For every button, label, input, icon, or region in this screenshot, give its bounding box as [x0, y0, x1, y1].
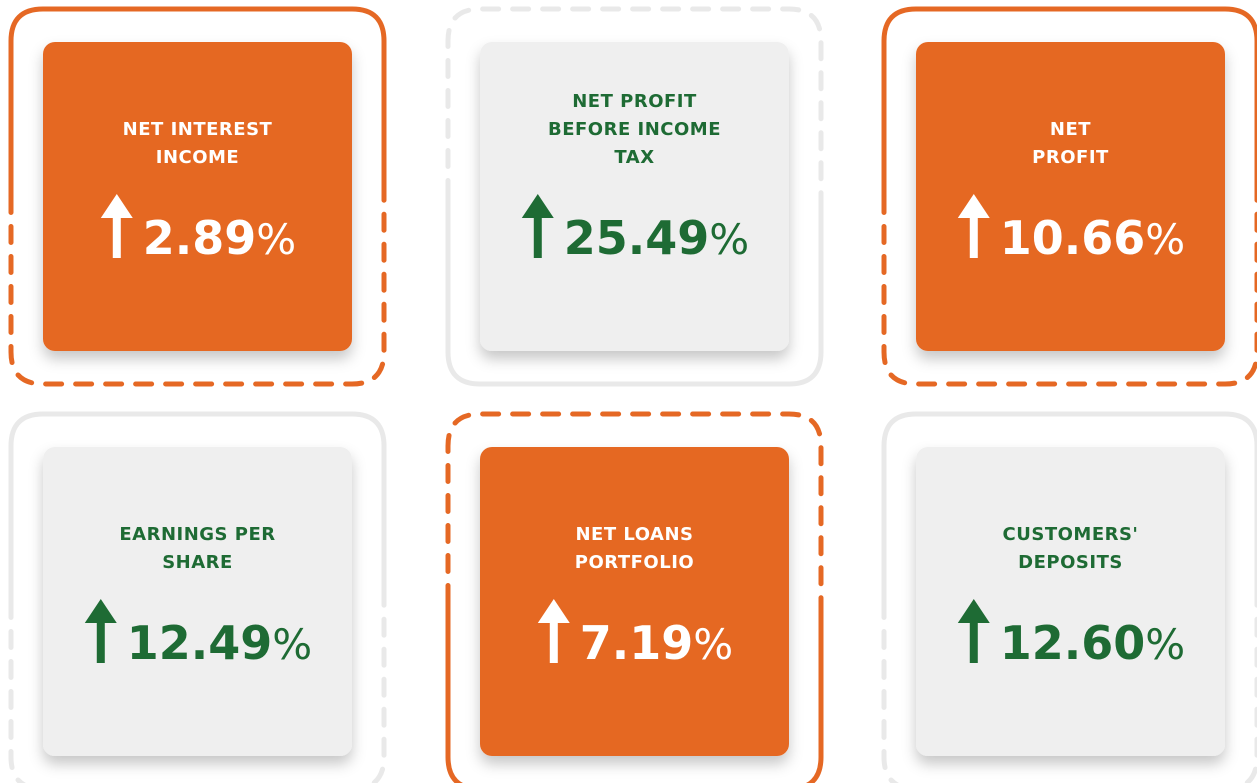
value-suffix: % — [1145, 620, 1185, 669]
card-value: 25.49% — [564, 211, 749, 265]
card-title: NET LOANS — [575, 524, 693, 545]
card-title: BEFORE INCOME — [548, 119, 721, 140]
value-number: 7.19 — [580, 616, 694, 670]
value-suffix: % — [1145, 215, 1185, 264]
card-title: CUSTOMERS' — [1003, 524, 1139, 545]
card-title: PORTFOLIO — [575, 552, 694, 573]
card — [43, 42, 352, 351]
card — [916, 42, 1225, 351]
up-arrow — [521, 194, 554, 258]
frame-top — [445, 411, 824, 604]
up-arrow — [957, 599, 990, 663]
value-number: 12.49 — [127, 616, 273, 670]
card-title: DEPOSITS — [1018, 552, 1123, 573]
card — [916, 447, 1225, 756]
card-title: EARNINGS PER — [119, 524, 275, 545]
card — [43, 447, 352, 756]
value-suffix: % — [272, 620, 312, 669]
card-value: 12.60% — [1000, 616, 1185, 670]
frame-bottom — [881, 599, 1257, 783]
value-number: 2.89 — [143, 211, 257, 265]
card-value: 2.89% — [143, 211, 296, 265]
frame-top — [8, 411, 387, 604]
card-value: 10.66% — [1000, 211, 1185, 265]
card-title: NET INTEREST — [123, 119, 273, 140]
card-value: 7.19% — [580, 616, 733, 670]
value-suffix: % — [693, 620, 733, 669]
card-title: NET PROFIT — [572, 91, 697, 112]
frame-bottom — [8, 194, 387, 387]
value-suffix: % — [709, 215, 749, 264]
frame-bottom — [8, 599, 387, 783]
card-title: SHARE — [162, 552, 233, 573]
frame-bottom — [445, 194, 824, 387]
card-title: NET — [1050, 119, 1091, 140]
value-number: 10.66 — [1000, 211, 1146, 265]
frame-top — [8, 6, 387, 199]
frame-bottom — [881, 194, 1257, 387]
up-arrow — [84, 599, 117, 663]
value-suffix: % — [256, 215, 296, 264]
card — [480, 42, 789, 351]
value-number: 12.60 — [1000, 616, 1146, 670]
frame-top — [881, 6, 1257, 199]
card-title: PROFIT — [1032, 147, 1109, 168]
card-title: INCOME — [156, 147, 239, 168]
card-title: TAX — [614, 147, 654, 168]
up-arrow — [957, 194, 990, 258]
value-number: 25.49 — [564, 211, 710, 265]
card-value: 12.49% — [127, 616, 312, 670]
frame-top — [881, 411, 1257, 604]
up-arrow — [100, 194, 133, 258]
frame-top — [445, 6, 824, 199]
frame-bottom — [445, 599, 824, 783]
up-arrow — [537, 599, 570, 663]
card — [480, 447, 789, 756]
